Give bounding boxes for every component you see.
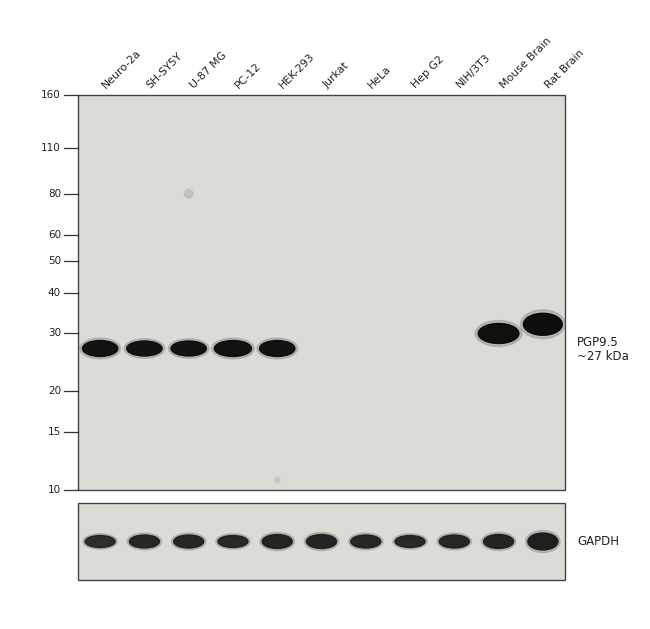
Text: PGP9.5: PGP9.5 xyxy=(577,336,619,349)
Bar xyxy=(78,503,565,580)
Text: 60: 60 xyxy=(48,230,61,240)
Ellipse shape xyxy=(83,340,118,357)
Ellipse shape xyxy=(257,338,298,359)
Text: 30: 30 xyxy=(48,328,61,338)
Ellipse shape xyxy=(218,535,248,547)
Ellipse shape xyxy=(262,535,292,548)
Text: 20: 20 xyxy=(48,386,61,396)
Text: Rat Brain: Rat Brain xyxy=(543,47,586,90)
Ellipse shape xyxy=(393,533,427,549)
Text: Neuro-2a: Neuro-2a xyxy=(100,47,143,90)
Ellipse shape xyxy=(521,310,566,338)
Text: U-87 MG: U-87 MG xyxy=(188,50,229,90)
Text: HEK-293: HEK-293 xyxy=(278,51,317,90)
Ellipse shape xyxy=(484,535,514,548)
Ellipse shape xyxy=(437,533,472,550)
Text: SH-SY5Y: SH-SY5Y xyxy=(144,50,184,90)
Text: HeLa: HeLa xyxy=(366,64,393,90)
Ellipse shape xyxy=(478,323,519,343)
Text: 40: 40 xyxy=(48,287,61,298)
Text: Jurkat: Jurkat xyxy=(322,60,351,90)
Ellipse shape xyxy=(174,535,203,548)
Ellipse shape xyxy=(127,533,162,550)
Ellipse shape xyxy=(528,533,558,550)
Text: PC-12: PC-12 xyxy=(233,60,263,90)
Bar xyxy=(78,95,565,490)
Text: 10: 10 xyxy=(48,485,61,495)
Ellipse shape xyxy=(351,535,381,548)
Ellipse shape xyxy=(171,341,207,356)
Ellipse shape xyxy=(348,533,383,550)
Ellipse shape xyxy=(124,339,164,359)
Ellipse shape xyxy=(475,321,522,347)
Ellipse shape xyxy=(85,535,115,547)
Ellipse shape xyxy=(214,340,252,357)
Ellipse shape xyxy=(172,533,206,550)
Ellipse shape xyxy=(304,532,339,550)
Text: NIH/3T3: NIH/3T3 xyxy=(454,52,492,90)
Ellipse shape xyxy=(127,341,162,356)
Ellipse shape xyxy=(168,339,209,359)
Ellipse shape xyxy=(275,477,280,482)
Text: GAPDH: GAPDH xyxy=(577,535,619,548)
Text: 50: 50 xyxy=(48,256,61,265)
Ellipse shape xyxy=(523,313,562,335)
Text: Mouse Brain: Mouse Brain xyxy=(499,35,553,90)
Ellipse shape xyxy=(129,535,159,548)
Text: ~27 kDa: ~27 kDa xyxy=(577,350,629,363)
Ellipse shape xyxy=(260,532,294,550)
Text: 80: 80 xyxy=(48,189,61,199)
Text: 110: 110 xyxy=(41,143,61,153)
Ellipse shape xyxy=(80,338,120,359)
Text: 160: 160 xyxy=(41,90,61,100)
Text: 15: 15 xyxy=(47,427,61,437)
Ellipse shape xyxy=(184,189,193,198)
Ellipse shape xyxy=(185,190,192,198)
Ellipse shape xyxy=(83,533,118,549)
Ellipse shape xyxy=(216,533,250,549)
Ellipse shape xyxy=(439,535,469,548)
Ellipse shape xyxy=(211,338,254,359)
Ellipse shape xyxy=(395,535,425,547)
Ellipse shape xyxy=(481,532,516,550)
Ellipse shape xyxy=(259,340,295,357)
Ellipse shape xyxy=(526,530,560,552)
Text: Hep G2: Hep G2 xyxy=(410,54,446,90)
Ellipse shape xyxy=(306,535,337,548)
